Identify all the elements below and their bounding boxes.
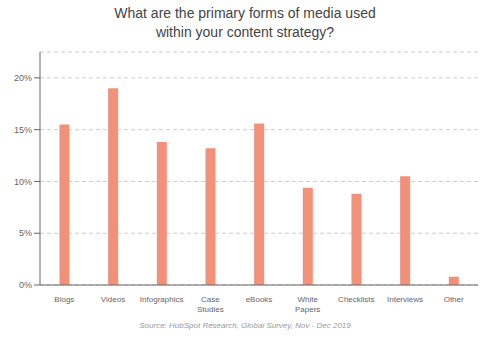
html-text:Source: HubSpot Research, Glob: Source: HubSpot Research, Global Survey,…	[139, 321, 351, 330]
svg-text:20%: 20%	[14, 73, 32, 83]
svg-text:15%: 15%	[14, 125, 32, 135]
svg-text:5%: 5%	[19, 228, 32, 238]
svg-text:Blogs: Blogs	[54, 295, 74, 304]
svg-text:CaseStudies: CaseStudies	[197, 295, 224, 314]
svg-text:Other: Other	[444, 295, 464, 304]
svg-text:0%: 0%	[19, 280, 32, 290]
svg-text:Interviews: Interviews	[387, 295, 423, 304]
svg-text:Videos: Videos	[101, 295, 125, 304]
svg-text:eBooks: eBooks	[246, 295, 273, 304]
html-text:What are the primary forms of: What are the primary forms of media used…	[114, 5, 376, 40]
svg-text:Infographics: Infographics	[140, 295, 184, 304]
svg-text:WhitePapers: WhitePapers	[295, 295, 320, 314]
svg-text:10%: 10%	[14, 177, 32, 187]
svg-text:Checklists: Checklists	[338, 295, 374, 304]
